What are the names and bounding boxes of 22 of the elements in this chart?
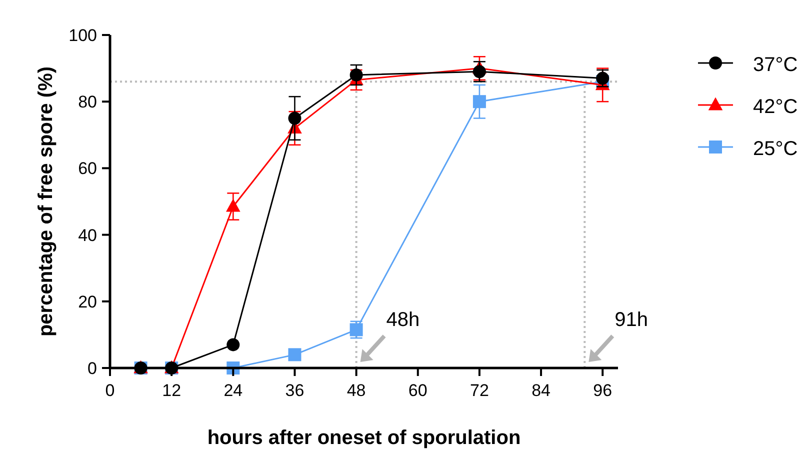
y-tick-label: 0 [88,359,97,378]
y-tick-label: 40 [78,226,97,245]
x-tick-label: 48 [346,381,366,400]
x-axis-title: hours after oneset of sporulation [207,427,521,449]
legend-label: 42°C [753,96,798,118]
x-tick-label: 84 [532,381,550,400]
legend-label: 25°C [753,138,798,160]
x-tick-label: 60 [408,381,428,400]
x-tick-label: 72 [470,381,489,400]
annotation: 91h [614,309,648,331]
y-tick-label: 80 [78,92,97,112]
y-tick-label: 60 [78,159,97,178]
x-tick-label: 96 [593,381,612,400]
annotation: 48h [386,309,420,331]
x-tick-label: 12 [162,381,182,400]
legend-label: 37°C [753,54,798,76]
y-axis-title: percentage of free spore (%) [35,66,57,337]
x-tick-label: 36 [285,381,304,400]
y-tick-label: 100 [68,26,97,45]
x-tick-label: 0 [105,381,115,400]
y-tick-label: 20 [78,292,97,312]
x-tick-label: 24 [224,381,243,400]
